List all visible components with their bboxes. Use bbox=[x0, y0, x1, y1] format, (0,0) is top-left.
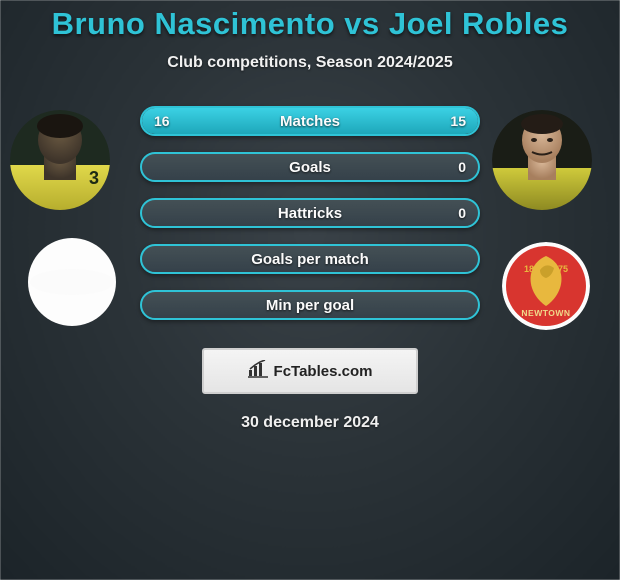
footer-brand-box: FcTables.com bbox=[202, 348, 418, 394]
svg-text:NEWTOWN: NEWTOWN bbox=[521, 308, 570, 318]
metric-value-right: 0 bbox=[458, 200, 466, 226]
club-left-badge bbox=[28, 238, 116, 326]
metric-value-right: 0 bbox=[458, 154, 466, 180]
svg-text:18: 18 bbox=[524, 264, 534, 274]
metric-row-min-per-goal: Min per goal bbox=[140, 290, 480, 320]
metric-row-matches: 16 Matches 15 bbox=[140, 106, 480, 136]
date-text: 30 december 2024 bbox=[0, 414, 620, 432]
comparison-card: Bruno Nascimento vs Joel Robles Club com… bbox=[0, 0, 620, 580]
metric-label: Goals bbox=[142, 154, 478, 180]
club-right-badge: 18 75 NEWTOWN bbox=[502, 242, 590, 330]
page-title: Bruno Nascimento vs Joel Robles bbox=[0, 6, 620, 42]
player-left-avatar: 3 bbox=[10, 110, 110, 210]
metric-row-goals-per-match: Goals per match bbox=[140, 244, 480, 274]
footer-brand-text: FcTables.com bbox=[274, 363, 373, 380]
metric-row-goals: Goals 0 bbox=[140, 152, 480, 182]
chart-icon bbox=[248, 360, 270, 383]
player-right-avatar bbox=[492, 110, 592, 210]
svg-text:3: 3 bbox=[89, 168, 99, 188]
metric-label: Matches bbox=[142, 108, 478, 134]
metric-label: Min per goal bbox=[142, 292, 478, 318]
svg-text:75: 75 bbox=[558, 264, 568, 274]
metric-label: Goals per match bbox=[142, 246, 478, 272]
metric-row-hattricks: Hattricks 0 bbox=[140, 198, 480, 228]
metric-bars: 16 Matches 15 Goals 0 Hattricks 0 bbox=[140, 106, 480, 336]
metric-label: Hattricks bbox=[142, 200, 478, 226]
metric-value-right: 15 bbox=[450, 108, 466, 134]
subtitle: Club competitions, Season 2024/2025 bbox=[0, 54, 620, 72]
comparison-body: 3 bbox=[0, 102, 620, 342]
